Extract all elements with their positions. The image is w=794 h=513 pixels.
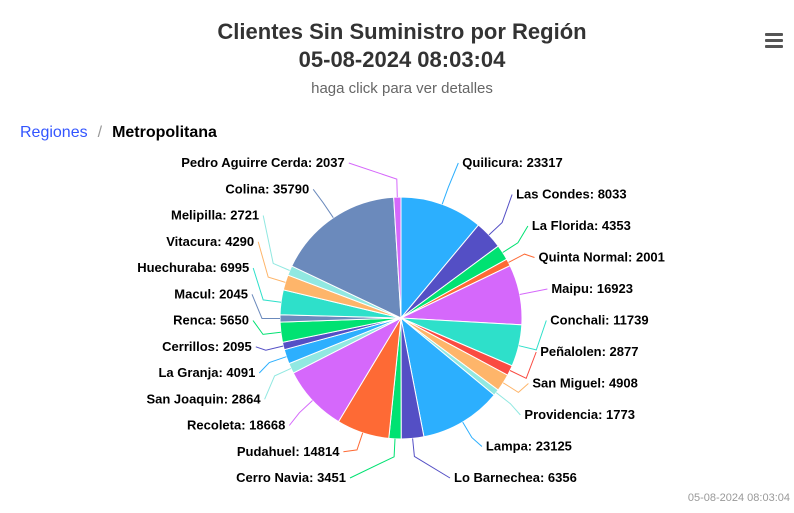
slice-label-peñalolen: Peñalolen: 2877 (540, 344, 638, 359)
slice-label-melipilla: Melipilla: 2721 (171, 208, 259, 223)
connector-la-florida (502, 225, 529, 253)
breadcrumb-regiones-link[interactable]: Regiones (20, 124, 88, 141)
connector-cerro-navia (349, 438, 396, 479)
breadcrumb-separator: / (97, 124, 103, 141)
connector-huechuraba (252, 267, 282, 303)
connector-pedro-aguirre-cerda (348, 162, 398, 198)
connector-colina (312, 189, 334, 218)
slice-label-conchali: Conchali: 11739 (550, 313, 648, 328)
hamburger-menu-icon[interactable] (762, 30, 786, 52)
slice-label-la-granja: La Granja: 4091 (158, 365, 255, 380)
chart-title: Clientes Sin Suministro por Región 05-08… (0, 18, 794, 74)
slice-label-pudahuel: Pudahuel: 14814 (237, 444, 340, 459)
slice-label-providencia: Providencia: 1773 (524, 407, 635, 422)
slice-label-colina: Colina: 35790 (225, 181, 309, 196)
pie-slice-colina[interactable] (291, 196, 402, 319)
slice-label-cerro-navia: Cerro Navia: 3451 (236, 470, 346, 485)
connector-providencia (495, 392, 521, 416)
slice-label-quinta-normal: Quinta Normal: 2001 (538, 250, 664, 265)
connector-melipilla (262, 215, 290, 271)
slice-label-renca: Renca: 5650 (173, 313, 249, 328)
connector-la-granja (258, 356, 287, 374)
breadcrumb: Regiones / Metropolitana (20, 124, 217, 142)
connector-renca (252, 320, 281, 335)
connector-maipu (519, 288, 548, 295)
connector-lo-barnechea (412, 438, 451, 479)
connector-san-joaquin (264, 367, 292, 400)
connector-conchali (518, 320, 547, 351)
slice-label-quilicura: Quilicura: 23317 (462, 155, 562, 170)
chart-title-line2: 05-08-2024 08:03:04 (298, 47, 506, 72)
connector-san-miguel (502, 382, 529, 394)
connector-lampa (462, 421, 483, 447)
connector-peñalolen (509, 351, 537, 379)
slice-label-vitacura: Vitacura: 4290 (166, 234, 254, 249)
connector-cerrillos (255, 345, 284, 351)
connector-vitacura (257, 241, 286, 283)
slice-label-pedro-aguirre-cerda: Pedro Aguirre Cerda: 2037 (181, 155, 345, 170)
chart-subtitle: haga click para ver detalles (311, 80, 493, 97)
connector-recoleta (288, 400, 313, 426)
pie-slice-lampa[interactable] (400, 316, 495, 438)
connector-macul (251, 294, 280, 319)
slice-label-las-condes: Las Condes: 8033 (516, 187, 627, 202)
slice-label-maipu: Maipu: 16923 (551, 281, 633, 296)
chart-timestamp: 05-08-2024 08:03:04 (687, 492, 790, 504)
slice-label-la-florida: La Florida: 4353 (532, 218, 631, 233)
connector-las-condes (488, 194, 513, 236)
slice-label-huechuraba: Huechuraba: 6995 (137, 260, 249, 275)
slice-label-macul: Macul: 2045 (174, 286, 248, 301)
slice-label-cerrillos: Cerrillos: 2095 (162, 339, 252, 354)
connector-quinta-normal (508, 253, 535, 263)
slice-label-lampa: Lampa: 23125 (486, 439, 572, 454)
slice-label-san-joaquin: San Joaquin: 2864 (146, 391, 261, 406)
slice-label-san-miguel: San Miguel: 4908 (532, 376, 637, 391)
chart-title-line1: Clientes Sin Suministro por Región (217, 19, 587, 44)
slice-label-lo-barnechea: Lo Barnechea: 6356 (454, 470, 577, 485)
breadcrumb-current: Metropolitana (112, 124, 217, 141)
connector-quilicura (441, 162, 459, 205)
slice-label-recoleta: Recoleta: 18668 (187, 418, 285, 433)
pie-slice-quilicura[interactable] (400, 196, 480, 320)
connector-pudahuel (343, 432, 364, 453)
